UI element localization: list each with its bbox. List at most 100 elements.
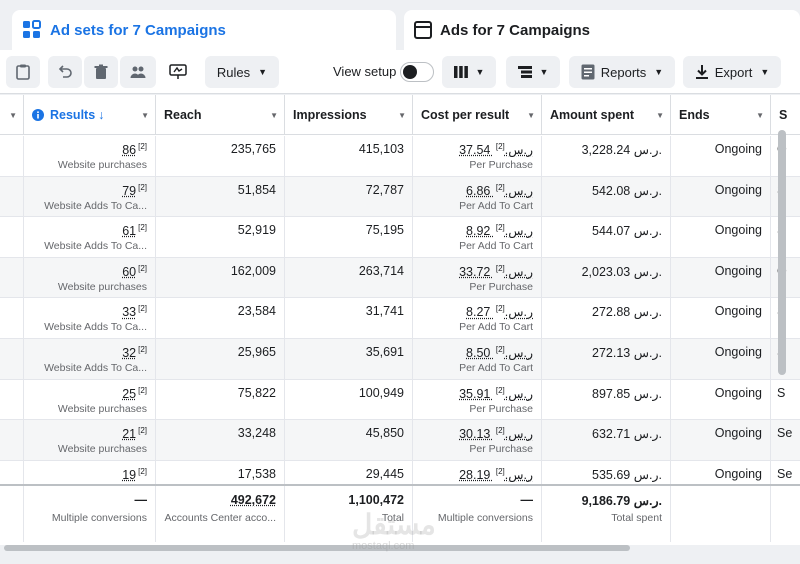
- row-cell-prev: [0, 298, 24, 338]
- ad-sets-table: ▼ Results ↓ ▼ Reach ▼ Impressions ▼ Cost p…: [0, 95, 800, 545]
- results-type: Website Adds To Ca...: [44, 321, 147, 334]
- cpr-value[interactable]: 8.27 ر.س.[2]: [466, 304, 533, 320]
- results-cell: 60 [2] Website purchases: [24, 257, 156, 298]
- cpr-value[interactable]: 8.50 ر.س.[2]: [466, 345, 533, 361]
- results-type: Website purchases: [57, 443, 147, 456]
- column-header-amount-spent[interactable]: Amount spent ▼: [542, 95, 671, 135]
- columns-dropdown[interactable]: ▼: [442, 56, 496, 88]
- cpr-value[interactable]: 37.54 ر.س.[2]: [459, 142, 533, 158]
- cpr-cell: 6.86 ر.س.[2] Per Add To Cart: [413, 176, 542, 217]
- view-setup-toggle[interactable]: [400, 62, 434, 82]
- footnote-marker: [2]: [138, 426, 147, 436]
- results-value[interactable]: 21 [2]: [122, 426, 147, 442]
- table-row[interactable]: 79 [2] Website Adds To Ca... 51,854 72,787 6.…: [0, 176, 800, 218]
- sort-caret-icon: ▼: [398, 111, 406, 120]
- results-value[interactable]: 25 [2]: [122, 385, 147, 401]
- watermark: مستقل: [352, 509, 436, 540]
- cpr-value[interactable]: 30.13 ر.س.[2]: [459, 426, 533, 442]
- reach-cell: 162,009: [156, 257, 285, 298]
- results-value[interactable]: 61 [2]: [122, 223, 147, 239]
- results-cell: 61 [2] Website Adds To Ca...: [24, 217, 156, 257]
- undo-button[interactable]: [48, 56, 82, 88]
- results-value[interactable]: 60 [2]: [122, 263, 147, 279]
- export-dropdown[interactable]: Export ▼: [683, 56, 781, 88]
- column-header-cost-per-result[interactable]: Cost per result ▼: [413, 95, 542, 135]
- table-row[interactable]: 32 [2] Website Adds To Ca... 25,965 35,691 8.…: [0, 339, 800, 380]
- totals-spent-cell: 9,186.79 ر.س. Total spent: [542, 486, 671, 542]
- footnote-marker: [2]: [138, 142, 147, 151]
- totals-cpr-cell: — Multiple conversions: [413, 486, 542, 542]
- totals-reach-value[interactable]: 492,672: [230, 493, 276, 507]
- ends-value: Ongoing: [714, 466, 762, 481]
- table-row[interactable]: 86 [2] Website purchases 235,765 415,103 37.5…: [0, 136, 800, 177]
- footnote-marker: [2]: [495, 263, 505, 273]
- column-header-results[interactable]: Results ↓ ▼: [24, 95, 156, 135]
- cpr-value[interactable]: 6.86 ر.س.[2]: [466, 182, 533, 198]
- column-header-impressions[interactable]: Impressions ▼: [285, 95, 413, 135]
- footnote-marker: [2]: [495, 466, 505, 476]
- toolbar: Rules ▼ View setup ▼ ▼ Reports ▼ Export …: [0, 50, 800, 94]
- vertical-scrollbar[interactable]: [778, 130, 786, 375]
- results-value[interactable]: 32 [2]: [122, 345, 147, 361]
- results-value[interactable]: 86 [2]: [122, 142, 147, 158]
- reports-dropdown[interactable]: Reports ▼: [569, 56, 675, 88]
- results-type: Website Adds To Ca...: [44, 199, 147, 212]
- ab-test-button[interactable]: [160, 56, 196, 88]
- caret-down-icon: ▼: [258, 67, 268, 77]
- ends-cell: Ongoing: [671, 176, 771, 217]
- download-icon: [695, 65, 708, 79]
- undo-icon: [58, 65, 72, 78]
- caret-down-icon: ▼: [760, 67, 770, 77]
- clipboard-button[interactable]: [6, 56, 40, 88]
- results-value[interactable]: 79 [2]: [122, 182, 147, 198]
- ends-value: Ongoing: [714, 345, 762, 359]
- cpr-cell: 35.91 ر.س.[2] Per Purchase: [413, 379, 542, 420]
- watermark-url: mostaql.com: [352, 540, 415, 552]
- column-header-reach[interactable]: Reach ▼: [156, 95, 285, 135]
- reach-value: 33,248: [237, 426, 276, 441]
- cpr-value[interactable]: 35.91 ر.س.[2]: [459, 385, 533, 401]
- table-row[interactable]: 25 [2] Website purchases 75,822 100,949 35.91…: [0, 379, 800, 421]
- delete-button[interactable]: [84, 56, 118, 88]
- table-row[interactable]: 60 [2] Website purchases 162,009 263,714 33.7…: [0, 257, 800, 299]
- reach-cell: 235,765: [156, 136, 285, 176]
- tab-ad-sets[interactable]: Ad sets for 7 Campaigns: [12, 10, 396, 50]
- cpr-cell: 8.92 ر.س.[2] Per Add To Cart: [413, 217, 542, 257]
- impressions-header-label: Impressions: [293, 108, 367, 122]
- ends-value: Ongoing: [714, 304, 762, 319]
- breakdown-dropdown[interactable]: ▼: [506, 56, 560, 88]
- audience-button[interactable]: [120, 56, 156, 88]
- spent-cell: 3,228.24 ر.س.: [542, 136, 671, 176]
- tab-bar: Ad sets for 7 Campaigns Ads for 7 Campai…: [0, 0, 800, 50]
- reach-cell: 33,248: [156, 420, 285, 460]
- table-row[interactable]: 61 [2] Website Adds To Ca... 52,919 75,195 8.…: [0, 217, 800, 258]
- cpr-value[interactable]: 8.92 ر.س.[2]: [466, 223, 533, 239]
- ad-window-icon: [414, 21, 432, 39]
- impressions-cell: 29,445: [285, 460, 413, 501]
- cpr-cell: 30.13 ر.س.[2] Per Purchase: [413, 420, 542, 460]
- clipboard-icon: [16, 64, 30, 80]
- tab-ads[interactable]: Ads for 7 Campaigns: [404, 10, 800, 50]
- column-header-next[interactable]: S: [771, 95, 800, 135]
- cpr-value[interactable]: 28.19 ر.س.[2]: [459, 466, 533, 482]
- rules-dropdown[interactable]: Rules ▼: [205, 56, 279, 88]
- results-type: Website purchases: [57, 159, 147, 171]
- impressions-value: 415,103: [358, 142, 404, 156]
- cpr-value[interactable]: 33.72 ر.س.[2]: [459, 263, 533, 279]
- column-header-ends[interactable]: Ends ▼: [671, 95, 771, 135]
- ends-cell: Ongoing: [671, 136, 771, 176]
- results-value[interactable]: 19 [2]: [122, 466, 147, 482]
- impressions-cell: 35,691: [285, 339, 413, 379]
- table-row[interactable]: 33 [2] Website Adds To Ca... 23,584 31,741 8.…: [0, 298, 800, 339]
- info-icon: [32, 109, 44, 121]
- column-header-prev[interactable]: ▼: [0, 95, 24, 135]
- spent-cell: 272.13 ر.س.: [542, 339, 671, 379]
- ends-cell: Ongoing: [671, 420, 771, 460]
- table-row[interactable]: 21 [2] Website purchases 33,248 45,850 30.13 …: [0, 420, 800, 461]
- results-value[interactable]: 33 [2]: [122, 304, 147, 320]
- spent-value: 272.88 ر.س.: [592, 305, 662, 320]
- impressions-value: 75,195: [365, 223, 404, 238]
- horizontal-scrollbar[interactable]: [4, 545, 630, 551]
- totals-ends-cell: [671, 486, 771, 542]
- ends-value: Ongoing: [714, 142, 762, 156]
